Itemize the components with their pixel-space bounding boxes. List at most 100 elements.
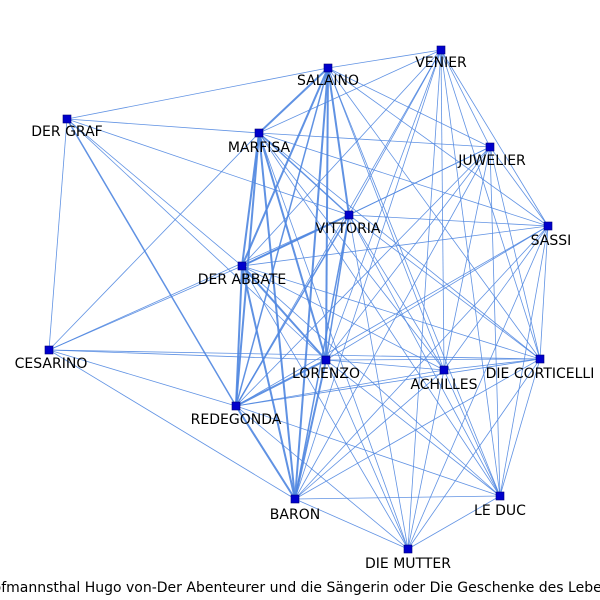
node-cesarino [44, 345, 54, 355]
edge-juwelier-redegonda [235, 146, 491, 407]
edge-lorenzo-die_corticelli [325, 358, 541, 361]
edge-venier-marfisa [258, 49, 442, 134]
edge-marfisa-die_corticelli [258, 132, 541, 360]
nodes-layer [44, 45, 553, 554]
edge-lorenzo-redegonda [235, 359, 327, 407]
node-label-die-mutter: DIE MUTTER [365, 556, 451, 572]
node-label-marfisa: MARFISA [228, 140, 291, 156]
node-label-die-corticelli: DIE CORTICELLI [486, 366, 595, 382]
edge-achilles-die_mutter [407, 369, 445, 550]
node-marfisa [254, 128, 264, 138]
edge-der_abbate-redegonda [235, 265, 243, 407]
edge-venier-die_corticelli [440, 49, 541, 360]
edge-achilles-baron [294, 369, 445, 500]
edge-der_abbate-achilles [241, 265, 445, 371]
edge-salaino-venier [327, 49, 442, 69]
edge-die_corticelli-le_duc [499, 358, 541, 497]
edge-juwelier-lorenzo [325, 146, 491, 361]
node-label-der-abbate: DER ABBATE [198, 272, 286, 288]
edge-der_abbate-baron [241, 265, 296, 500]
edge-juwelier-die_corticelli [489, 146, 541, 360]
edge-sassi-die_mutter [407, 225, 549, 550]
edge-baron-die_mutter [294, 498, 409, 550]
node-label-cesarino: CESARINO [15, 356, 88, 372]
edge-die_corticelli-baron [294, 358, 541, 500]
node-label-baron: BARON [270, 507, 320, 523]
edge-juwelier-achilles [443, 146, 491, 371]
edge-salaino-der_graf [66, 67, 329, 120]
edge-sassi-baron [294, 225, 549, 500]
graph-caption: Hofmannsthal Hugo von-Der Abenteurer und… [0, 580, 600, 596]
labels-layer: SALAINO VENIER DER GRAF MARFISA JUWELIER VITT… [15, 55, 595, 572]
edge-venier-redegonda [235, 49, 442, 407]
node-label-juwelier: JUWELIER [457, 153, 526, 169]
node-salaino [323, 63, 333, 73]
edge-baron-le_duc [294, 495, 501, 500]
edge-sassi-die_corticelli [539, 225, 549, 360]
edge-vittoria-der_abbate [241, 214, 350, 267]
edge-der_abbate-le_duc [241, 265, 501, 497]
edge-marfisa-baron [258, 132, 296, 500]
edge-der_abbate-lorenzo [241, 265, 327, 361]
edge-marfisa-die_mutter [258, 132, 409, 550]
edge-sassi-achilles [443, 225, 549, 371]
edge-venier-sassi [440, 49, 549, 227]
edge-marfisa-vittoria [258, 132, 350, 216]
edge-der_abbate-die_mutter [241, 265, 409, 550]
node-der-abbate [237, 261, 247, 271]
edge-der_graf-cesarino [48, 118, 68, 351]
edge-der_abbate-die_corticelli [241, 265, 541, 360]
node-redegonda [231, 401, 241, 411]
node-die-mutter [403, 544, 413, 554]
edge-lorenzo-baron [294, 359, 327, 500]
edge-der_abbate-cesarino [48, 265, 243, 351]
edge-juwelier-le_duc [489, 146, 501, 497]
edge-lorenzo-achilles [325, 359, 445, 371]
edge-venier-vittoria [348, 49, 442, 216]
edge-salaino-baron [294, 67, 329, 500]
edge-lorenzo-le_duc [325, 359, 501, 497]
edge-cesarino-lorenzo [48, 349, 327, 361]
node-label-salaino: SALAINO [297, 73, 359, 89]
edge-sassi-redegonda [235, 225, 549, 407]
edge-redegonda-baron [235, 405, 296, 500]
edge-marfisa-lorenzo [258, 132, 327, 361]
edge-achilles-redegonda [235, 369, 445, 407]
edge-die_corticelli-redegonda [235, 358, 541, 407]
node-label-vittoria: VITTORIA [315, 221, 380, 237]
node-venier [436, 45, 446, 55]
node-vittoria [344, 210, 354, 220]
edge-juwelier-sassi [489, 146, 549, 227]
edge-cesarino-die_corticelli [48, 349, 541, 360]
edge-marfisa-juwelier [258, 132, 491, 148]
edge-venier-der_abbate [241, 49, 442, 267]
edge-salaino-der_abbate [241, 67, 329, 267]
edge-lorenzo-die_mutter [325, 359, 409, 550]
edge-vittoria-sassi [348, 214, 549, 227]
edge-salaino-le_duc [327, 67, 501, 497]
edge-sassi-der_abbate [241, 225, 549, 267]
edge-salaino-lorenzo [325, 67, 329, 361]
node-achilles [439, 365, 449, 375]
edge-venier-baron [294, 49, 442, 500]
node-juwelier [485, 142, 495, 152]
edge-vittoria-die_corticelli [348, 214, 541, 360]
edge-salaino-vittoria [327, 67, 350, 216]
edge-redegonda-die_mutter [235, 405, 409, 550]
edge-sassi-lorenzo [325, 225, 549, 361]
edge-marfisa-redegonda [235, 132, 260, 407]
node-label-der-graf: DER GRAF [31, 124, 102, 140]
edge-cesarino-redegonda [48, 349, 237, 407]
edge-vittoria-cesarino [48, 214, 350, 351]
node-baron [290, 494, 300, 504]
node-label-le-duc: LE DUC [474, 503, 526, 519]
node-label-achilles: ACHILLES [410, 377, 477, 393]
edge-achilles-die_corticelli [443, 358, 541, 371]
node-lorenzo [321, 355, 331, 365]
edge-salaino-die_corticelli [327, 67, 541, 360]
edge-venier-die_mutter [407, 49, 442, 550]
node-sassi [543, 221, 553, 231]
edges-layer [48, 49, 549, 550]
node-die-corticelli [535, 354, 545, 364]
